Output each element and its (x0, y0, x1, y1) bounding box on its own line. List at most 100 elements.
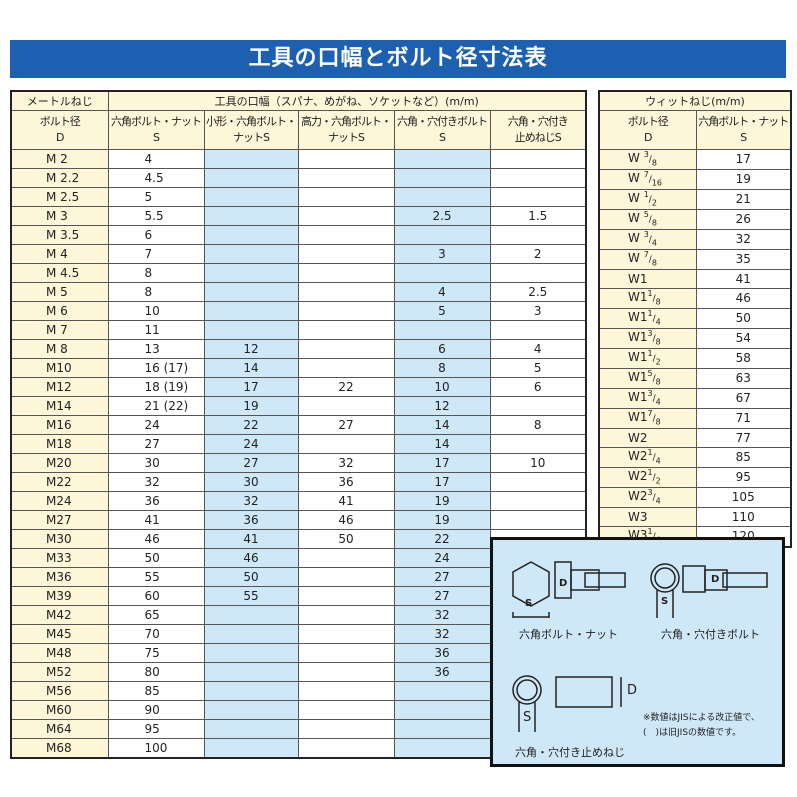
bolt-diameter-cell: M 2.5 (10, 187, 109, 207)
fraction: W15/8 (628, 370, 661, 386)
bolt-diameter-cell: M48 (10, 643, 109, 663)
fraction-slash: / (648, 255, 652, 265)
table-row: M18 27 24 14 (10, 434, 587, 454)
size-cell (203, 301, 299, 321)
size-cell (489, 168, 587, 188)
bolt-diameter-cell: M10 (10, 358, 109, 378)
size-cell: 77 (695, 428, 792, 448)
size-cell (297, 567, 395, 587)
set-screw-caption: 六角・穴付き止めねじ (515, 746, 625, 759)
table-row: W11/2 58 (598, 348, 792, 369)
size-cell (297, 168, 395, 188)
whole: W (628, 191, 644, 205)
bolt-diameter-cell: M 6 (10, 301, 109, 321)
size-cell: 32 (393, 624, 491, 644)
fraction-slash: / (652, 314, 656, 324)
size-cell: 50 (107, 548, 205, 568)
size-cell: 36 (393, 662, 491, 682)
size-cell: 30 (107, 453, 205, 473)
bolt-diameter-cell: M 4 (10, 244, 109, 264)
bolt-diagram-panel: D S D S D S 六角ボルト・ナット 六角・穴付きボルト 六角・穴付き止め… (490, 537, 785, 767)
page-title: 工具の口幅とボルト径寸法表 (10, 40, 786, 78)
bolt-diameter-cell: M56 (10, 681, 109, 701)
table-row: M68 100 (10, 738, 586, 759)
size-cell: 8 (489, 415, 587, 435)
table-row: M 8 13 12 6 4 (10, 339, 587, 359)
size-cell: 19 (203, 396, 299, 416)
size-cell: 17 (695, 149, 792, 170)
size-cell (489, 472, 587, 492)
denominator: 4 (655, 397, 661, 407)
column-header: 六角・穴付き 止めねじS (489, 110, 587, 150)
size-cell: 32 (203, 491, 299, 511)
table-row: W 3/4 32 (598, 229, 792, 250)
size-cell (297, 643, 395, 663)
header-row: メートルねじ 工具の口幅（スパナ、めがね、ソケットなど）(m/m) (10, 90, 587, 111)
size-cell (297, 149, 395, 169)
size-cell: 16 (17) (107, 358, 205, 378)
bolt-diameter-cell: W13/4 (598, 388, 697, 409)
size-cell (297, 624, 395, 644)
whole: W (628, 171, 644, 185)
size-cell (489, 491, 587, 511)
bolt-diameter-cell: M 3 (10, 206, 109, 226)
size-cell: 14 (393, 415, 491, 435)
size-cell (203, 738, 299, 759)
size-cell: 105 (695, 487, 792, 508)
size-cell (297, 548, 395, 568)
size-cell: 30 (203, 472, 299, 492)
size-cell (297, 700, 395, 720)
column-header: ボルト径 D (598, 110, 697, 150)
bolt-diameter-cell: M 3.5 (10, 225, 109, 245)
size-cell (489, 149, 587, 169)
bolt-diameter-cell: W1 (598, 269, 697, 289)
table-row: M60 90 (10, 700, 586, 720)
fraction: W3 (628, 510, 648, 524)
table-row: M22 32 30 36 17 (10, 472, 587, 492)
size-cell: 36 (297, 472, 395, 492)
metric-table: メートルねじ 工具の口幅（スパナ、めがね、ソケットなど）(m/m) ボルト径 D 六角… (10, 90, 587, 759)
fraction: W13/4 (628, 390, 661, 407)
size-cell: 55 (107, 567, 205, 587)
table-row: W21/4 85 (598, 447, 792, 468)
table-row: W17/8 71 (598, 408, 792, 429)
size-cell (297, 681, 395, 701)
size-cell (393, 681, 491, 701)
bolt-diameter-cell: M22 (10, 472, 109, 492)
size-cell (489, 396, 587, 416)
size-cell (393, 187, 491, 207)
size-cell: 2 (489, 244, 587, 264)
whole: W3 (628, 509, 648, 524)
size-cell (489, 510, 587, 530)
table-row: M30 46 41 50 22 (10, 529, 586, 549)
size-cell: 5.5 (107, 206, 205, 226)
table-row: W 7/16 19 (598, 169, 792, 190)
denominator: 8 (655, 337, 661, 347)
numerator: 3 (643, 230, 649, 239)
hex-bolt-drawing (512, 561, 626, 618)
size-cell: 95 (107, 719, 205, 739)
bolt-diameter-cell: M18 (10, 434, 109, 454)
size-cell: 58 (695, 348, 792, 369)
dim-s-label: S (661, 596, 669, 607)
size-cell (203, 643, 299, 663)
numerator: 1 (647, 349, 653, 358)
size-cell (393, 700, 491, 720)
size-cell: 46 (203, 548, 299, 568)
size-cell: 10 (107, 301, 205, 321)
size-cell: 22 (297, 377, 395, 397)
table-row: M 3.5 6 (10, 225, 587, 245)
dim-d-label: D (559, 578, 568, 589)
fraction-slash: / (652, 354, 656, 364)
bolt-diameter-cell: M 2.2 (10, 168, 109, 188)
bolt-diameter-cell: M30 (10, 529, 109, 549)
size-cell (297, 586, 395, 606)
denominator: 4 (655, 456, 661, 466)
fraction: W11/2 (628, 349, 661, 366)
bolt-diameter-cell: W17/8 (598, 408, 697, 429)
fraction: W2 (628, 431, 648, 445)
size-cell (393, 149, 491, 169)
size-cell: 3 (489, 301, 587, 321)
size-cell (203, 225, 299, 245)
